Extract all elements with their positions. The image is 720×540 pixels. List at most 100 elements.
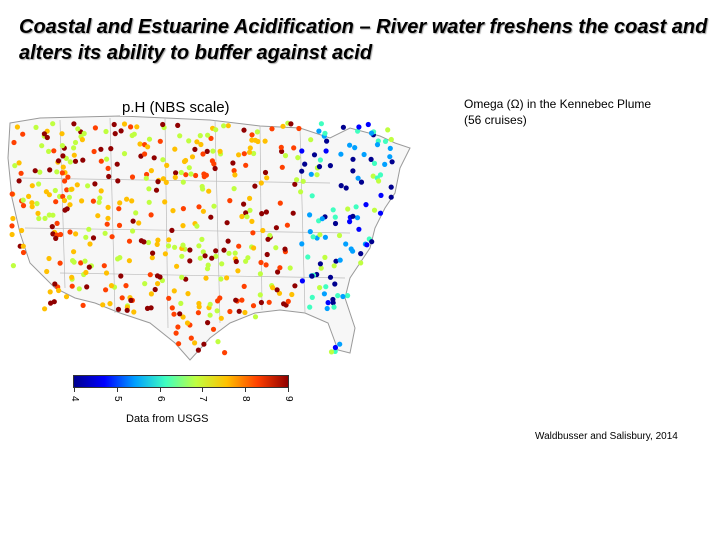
station-dot xyxy=(243,258,249,264)
colorbar-tick-mark xyxy=(74,388,75,392)
station-dot xyxy=(130,218,136,224)
station-dot xyxy=(142,151,148,157)
station-dot xyxy=(294,177,300,183)
station-dot xyxy=(210,148,216,154)
slide-title: Coastal and Estuarine Acidification – Ri… xyxy=(19,16,708,64)
station-dot xyxy=(180,242,186,248)
station-dot xyxy=(85,183,91,189)
station-dot xyxy=(98,188,104,194)
station-dot xyxy=(221,247,227,253)
station-dot xyxy=(333,258,339,264)
station-dot xyxy=(9,223,15,229)
station-dot xyxy=(299,278,305,284)
station-dot xyxy=(118,128,124,134)
station-dot xyxy=(211,203,217,209)
station-dot xyxy=(356,124,362,130)
station-dot xyxy=(328,349,335,355)
station-dot xyxy=(145,239,152,246)
station-dot xyxy=(222,350,228,356)
station-dot xyxy=(209,255,215,261)
station-dot xyxy=(148,212,154,218)
station-dot xyxy=(36,215,42,222)
station-dot xyxy=(376,178,382,184)
station-dot xyxy=(247,207,253,213)
station-dot xyxy=(178,300,184,306)
station-dot xyxy=(172,174,178,180)
station-dot xyxy=(42,306,48,312)
station-dot xyxy=(129,174,136,180)
station-dot xyxy=(365,121,371,128)
station-dot xyxy=(20,249,27,256)
station-dot xyxy=(134,124,140,130)
station-dot xyxy=(62,178,68,184)
station-dot xyxy=(327,163,333,169)
station-dot xyxy=(322,234,328,240)
station-dot xyxy=(203,275,209,281)
station-dot xyxy=(305,254,311,260)
station-dot xyxy=(121,121,128,127)
station-dot xyxy=(155,179,161,185)
station-dot xyxy=(172,244,178,250)
station-dot xyxy=(288,121,294,127)
station-dot xyxy=(236,243,242,249)
station-dot xyxy=(200,249,206,255)
station-dot xyxy=(368,156,374,162)
station-dot xyxy=(277,200,283,206)
station-dot xyxy=(177,133,183,139)
station-dot xyxy=(316,164,323,170)
station-dot xyxy=(355,175,361,181)
station-dot xyxy=(385,127,391,133)
station-dot xyxy=(308,171,314,177)
station-dot xyxy=(136,220,142,226)
station-dot xyxy=(337,341,343,347)
station-dot xyxy=(225,238,231,244)
station-dot xyxy=(180,314,186,320)
colorbar-tick-mark xyxy=(288,388,289,392)
station-dot xyxy=(143,175,149,181)
station-dot xyxy=(310,234,316,240)
station-dot xyxy=(80,302,86,308)
station-dot xyxy=(217,148,223,154)
station-dot xyxy=(322,130,328,136)
station-dot xyxy=(307,304,313,310)
station-dot xyxy=(356,226,362,232)
station-dot xyxy=(194,139,200,145)
station-dot xyxy=(146,136,153,142)
station-dot xyxy=(116,222,123,228)
station-dot xyxy=(200,151,206,157)
station-dot xyxy=(209,158,215,164)
station-dot xyxy=(71,121,77,127)
station-dot xyxy=(46,212,52,218)
station-dot xyxy=(263,262,269,268)
station-dot xyxy=(128,124,134,130)
station-dot xyxy=(247,145,253,151)
station-dot xyxy=(318,265,324,271)
station-dot xyxy=(199,183,205,190)
station-dot xyxy=(282,153,289,159)
station-dot xyxy=(103,287,109,293)
station-dot xyxy=(171,311,177,317)
station-dot xyxy=(353,204,359,210)
station-dot xyxy=(126,258,132,264)
station-dot xyxy=(54,220,60,226)
station-dot xyxy=(172,146,178,152)
station-dot xyxy=(118,273,124,279)
station-dot xyxy=(160,121,166,128)
station-dot xyxy=(201,341,207,347)
station-dot xyxy=(153,187,160,193)
station-dot xyxy=(66,194,72,200)
station-dot xyxy=(173,170,179,176)
station-dot xyxy=(184,320,191,326)
station-dot xyxy=(287,265,293,271)
station-dot xyxy=(277,265,283,271)
station-dot xyxy=(249,218,255,224)
station-dot xyxy=(350,156,356,162)
station-dot xyxy=(11,139,17,146)
station-dot xyxy=(314,172,320,178)
station-dot xyxy=(388,136,394,143)
station-dot xyxy=(239,213,245,220)
station-dot xyxy=(50,121,56,127)
station-dot xyxy=(20,243,26,249)
station-dot xyxy=(194,223,200,229)
station-dot xyxy=(71,249,77,255)
